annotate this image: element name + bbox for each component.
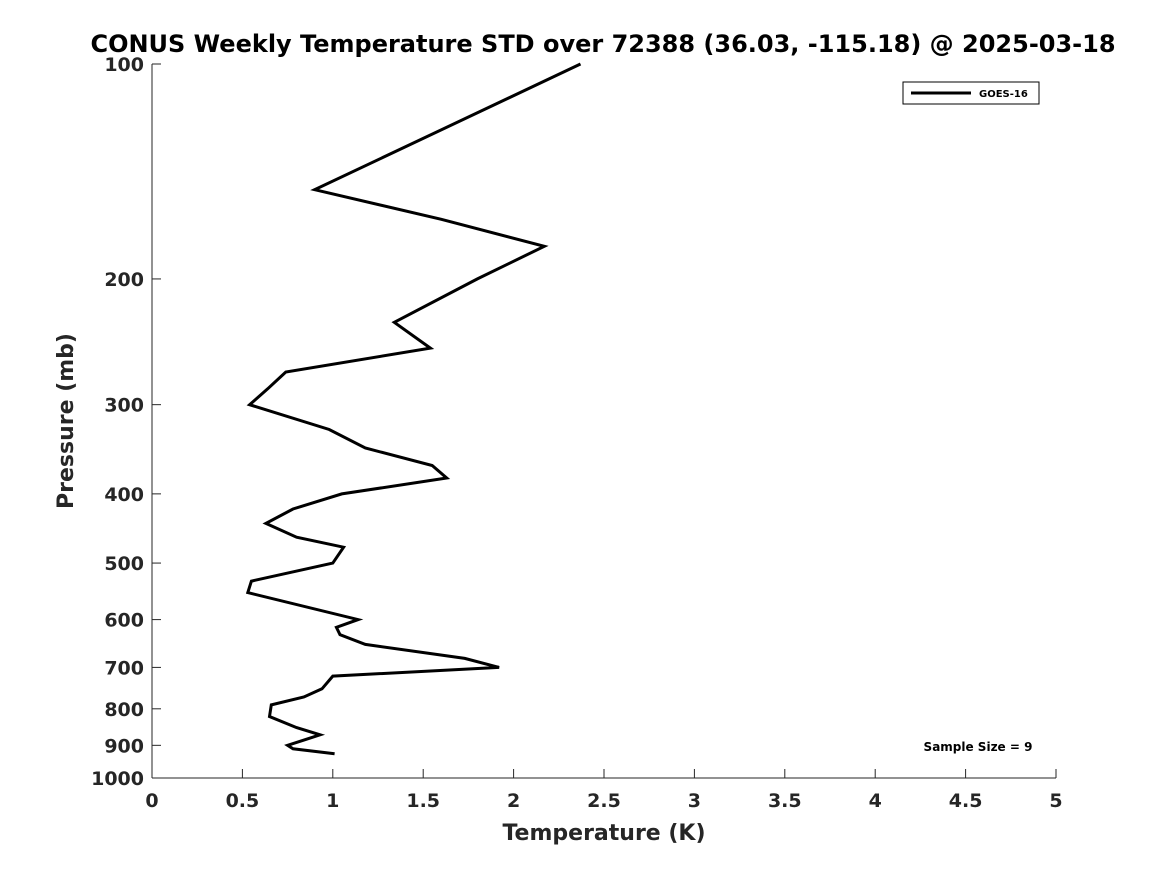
plot-area — [151, 64, 1056, 779]
y-tick-label: 300 — [104, 395, 144, 417]
x-tick-label: 2 — [507, 790, 520, 812]
x-tick-label: 3 — [688, 790, 701, 812]
sample-size-annotation: Sample Size = 9 — [924, 740, 1033, 754]
y-tick-label: 900 — [104, 735, 144, 757]
legend-label-goes-16: GOES-16 — [979, 89, 1028, 100]
y-tick-label: 500 — [104, 553, 144, 575]
y-tick-label: 200 — [104, 269, 144, 291]
y-tick-label: 1000 — [91, 768, 144, 790]
x-axis-label: Temperature (K) — [502, 821, 705, 846]
series-line-goes-16 — [245, 62, 582, 756]
x-tick-label: 0.5 — [226, 790, 260, 812]
y-axis-label: Pressure (mb) — [54, 333, 79, 509]
x-tick-label: 1 — [326, 790, 339, 812]
y-tick-label: 100 — [104, 54, 144, 76]
x-tick-label: 5 — [1049, 790, 1062, 812]
x-tick-label: 1.5 — [406, 790, 440, 812]
y-tick-label: 400 — [104, 484, 144, 506]
x-tick-label: 4.5 — [949, 790, 983, 812]
x-ticks: 0 0.5 1 1.5 2 2.5 3 3.5 4 4.5 5 — [145, 769, 1063, 812]
chart-title: CONUS Weekly Temperature STD over 72388 … — [90, 30, 1115, 58]
legend: GOES-16 — [902, 81, 1040, 105]
y-tick-label: 600 — [104, 610, 144, 632]
x-tick-label: 3.5 — [768, 790, 802, 812]
x-tick-label: 4 — [869, 790, 882, 812]
x-tick-label: 0 — [145, 790, 158, 812]
y-tick-label: 700 — [104, 657, 144, 679]
y-tick-label: 800 — [104, 699, 144, 721]
x-tick-label: 2.5 — [587, 790, 621, 812]
y-ticks: 100 200 300 400 500 600 700 800 900 1000 — [91, 54, 161, 790]
